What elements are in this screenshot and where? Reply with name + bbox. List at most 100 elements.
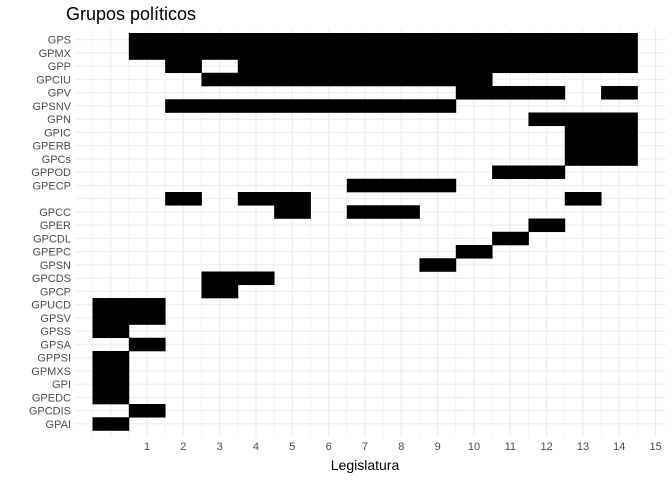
tile-gps-10 (455, 33, 493, 47)
tile-gpai-0 (92, 417, 130, 431)
x-tick-label: 5 (289, 441, 295, 453)
tile-gpp-4 (237, 59, 275, 74)
tile-gpsnv-3 (201, 99, 239, 113)
tile-gpciu-8 (383, 72, 420, 87)
tile-unlabeled-2 (165, 192, 202, 206)
tile-gpcc-5 (274, 205, 311, 219)
tile-gpedc-0 (92, 390, 130, 405)
tile-gpmx-6 (310, 46, 348, 60)
tile-gps-1 (128, 33, 166, 47)
tile-gperb-14 (601, 139, 638, 153)
tile-gpcdl-11 (492, 231, 529, 246)
x-tick-label: 10 (468, 441, 480, 453)
tile-gpsa-1 (128, 337, 166, 352)
tile-gpp-6 (310, 59, 348, 74)
tile-unlabeled-5 (274, 192, 311, 206)
y-tick-label: GPUCD (31, 300, 71, 312)
y-tick-label: GPCDS (32, 273, 71, 285)
tile-gpp-13 (564, 59, 602, 74)
y-tick-label: GPMXS (31, 366, 71, 378)
tile-gpmx-11 (492, 46, 529, 60)
x-tick-label: 4 (253, 441, 259, 453)
y-tick-label: GPV (48, 88, 72, 100)
tile-gpcds-3 (201, 271, 239, 286)
tile-gpciu-4 (237, 72, 275, 87)
tile-gpciu-3 (201, 72, 239, 87)
tile-gps-7 (346, 33, 384, 47)
tile-gperb-13 (564, 139, 602, 153)
x-tick-labels: 1 2 3 4 5 6 7 8 9 10 11 12 13 14 15 (144, 441, 662, 453)
tile-gps-11 (492, 33, 529, 47)
y-tick-label: GPSV (40, 313, 71, 325)
tile-gpcp-3 (201, 284, 239, 299)
tile-gpecp-7 (346, 178, 384, 193)
tile-gpcdis-1 (128, 404, 166, 418)
tile-gpic-14 (601, 125, 638, 140)
tile-gpp-2 (165, 59, 202, 74)
x-tick-label: 15 (649, 441, 661, 453)
tile-gpsnv-4 (237, 99, 275, 113)
y-tick-label: GPMX (39, 48, 72, 60)
x-tick-label: 13 (577, 441, 589, 453)
tile-gpp-9 (419, 59, 457, 74)
tile-unlabeled-4 (237, 192, 275, 206)
x-tick-label: 3 (217, 441, 223, 453)
tile-gpcc-8 (383, 205, 420, 219)
tile-gpp-5 (274, 59, 311, 74)
tile-gppod-11 (492, 165, 529, 180)
tile-gps-2 (165, 33, 202, 47)
tile-gpmx-13 (564, 46, 602, 60)
tile-gps-14 (601, 33, 638, 47)
tile-gps-4 (237, 33, 275, 47)
tile-gpp-10 (455, 59, 493, 74)
tile-gps-12 (528, 33, 566, 47)
tile-gpsnv-2 (165, 99, 202, 113)
tile-gpsv-0 (92, 311, 130, 325)
y-tick-label: GPN (47, 114, 71, 126)
y-tick-label: GPCDL (33, 233, 71, 245)
y-tick-label: GPCIU (36, 74, 71, 86)
tile-gps-13 (564, 33, 602, 47)
y-tick-label: GPS (48, 35, 71, 47)
tile-gpcc-7 (346, 205, 384, 219)
tile-gpepc-10 (455, 245, 493, 259)
x-tick-label: 9 (435, 441, 441, 453)
y-tick-label: GPP (48, 61, 71, 73)
tile-gpmxs-0 (92, 364, 130, 378)
tile-gpn-14 (601, 112, 638, 127)
tile-gpmx-8 (383, 46, 420, 60)
tile-gpp-14 (601, 59, 638, 74)
tile-gpn-13 (564, 112, 602, 127)
tile-gpmx-3 (201, 46, 239, 60)
tile-gps-5 (274, 33, 311, 47)
x-tick-label: 12 (541, 441, 553, 453)
y-tick-label: GPSN (40, 260, 71, 272)
tile-gpucd-0 (92, 298, 130, 312)
tile-gpciu-10 (455, 72, 493, 87)
x-tick-label: 2 (180, 441, 186, 453)
tile-gpp-11 (492, 59, 529, 74)
y-tick-label: GPCP (40, 286, 71, 298)
tile-gpmx-2 (165, 46, 202, 60)
tile-gpciu-5 (274, 72, 311, 87)
y-tick-label: GPER (40, 220, 71, 232)
tile-gppsi-0 (92, 351, 130, 365)
tile-gpciu-6 (310, 72, 348, 87)
y-tick-label: GPEDC (32, 392, 71, 404)
tile-gpmx-9 (419, 46, 457, 60)
tile-unlabeled-13 (564, 192, 602, 206)
tile-gpsn-9 (419, 258, 457, 272)
tile-gpcds-4 (237, 271, 275, 286)
tile-gppod-12 (528, 165, 566, 180)
grid-layer (75, 30, 666, 436)
tile-layer (92, 33, 638, 431)
y-tick-label: GPI (52, 379, 71, 391)
tile-gpp-7 (346, 59, 384, 74)
tile-gpsnv-7 (346, 99, 384, 113)
tile-gpmx-1 (128, 46, 166, 60)
tile-gpic-13 (564, 125, 602, 140)
tile-gpsnv-6 (310, 99, 348, 113)
tile-gpecp-8 (383, 178, 420, 193)
tile-gpmx-4 (237, 46, 275, 60)
tile-gpecp-9 (419, 178, 457, 193)
